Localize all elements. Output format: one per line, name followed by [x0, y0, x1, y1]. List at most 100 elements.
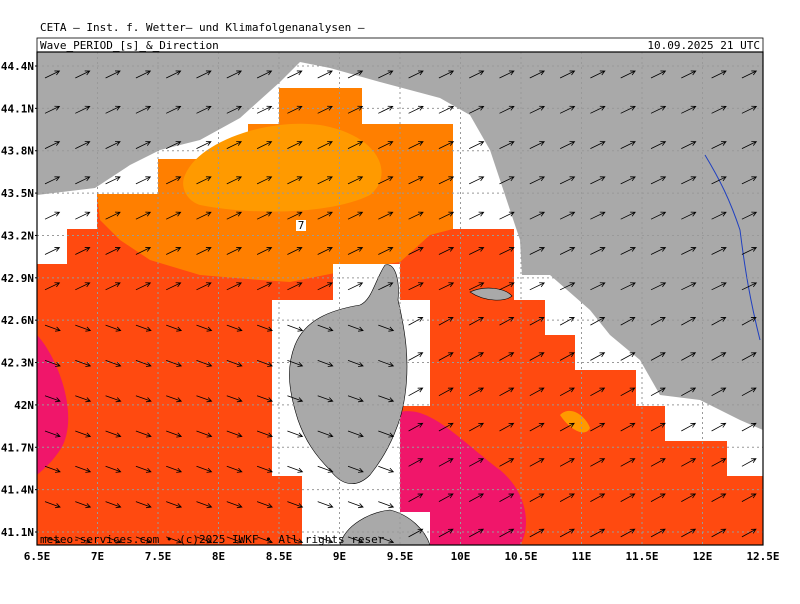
direction-arrow — [105, 324, 122, 332]
direction-arrow — [287, 247, 303, 255]
lon-label: 9.5E — [387, 550, 414, 563]
direction-arrow — [135, 211, 152, 220]
direction-arrow — [499, 422, 515, 432]
direction-arrow — [681, 528, 697, 538]
direction-arrow — [408, 282, 424, 291]
direction-arrow — [75, 536, 92, 544]
direction-arrow — [287, 430, 304, 438]
direction-arrows — [44, 70, 758, 544]
direction-arrow — [256, 430, 273, 438]
direction-arrow — [287, 211, 303, 220]
direction-arrow — [711, 387, 727, 397]
direction-arrow — [438, 141, 455, 149]
direction-arrow — [256, 70, 273, 79]
direction-arrow — [408, 317, 424, 326]
direction-arrow — [75, 211, 91, 220]
direction-arrow — [529, 458, 545, 467]
direction-arrow — [105, 395, 122, 403]
direction-arrow — [469, 528, 485, 538]
direction-arrow — [620, 422, 636, 432]
direction-arrow — [438, 247, 455, 255]
direction-arrow — [650, 70, 667, 79]
direction-arrow — [711, 458, 727, 467]
direction-arrow — [347, 176, 364, 185]
direction-arrow — [226, 70, 243, 79]
direction-arrow — [378, 105, 394, 114]
direction-arrow — [347, 536, 364, 544]
direction-arrow — [196, 105, 212, 114]
direction-arrow — [499, 458, 515, 467]
direction-arrow — [741, 317, 757, 326]
direction-arrow — [711, 493, 727, 502]
corsica — [289, 264, 408, 485]
direction-arrow — [408, 211, 424, 220]
direction-arrow — [196, 536, 213, 544]
direction-arrow — [287, 501, 304, 509]
direction-arrow — [741, 105, 758, 114]
direction-arrow — [256, 360, 273, 367]
direction-arrow — [620, 247, 636, 255]
direction-arrow — [650, 458, 666, 467]
direction-arrow — [438, 211, 455, 220]
direction-arrow — [105, 282, 121, 291]
direction-arrow — [650, 352, 666, 361]
direction-arrow — [711, 211, 727, 220]
direction-arrow — [741, 493, 757, 502]
direction-arrow — [105, 211, 121, 220]
direction-arrow — [529, 493, 545, 502]
direction-arrow — [499, 176, 515, 185]
direction-arrow — [741, 211, 758, 220]
lat-label: 44.4N — [1, 60, 34, 73]
direction-arrow — [256, 465, 273, 473]
direction-arrow — [408, 176, 424, 185]
direction-arrow — [408, 387, 424, 397]
direction-arrow — [620, 105, 636, 114]
direction-arrow — [559, 422, 575, 432]
direction-arrow — [408, 247, 424, 255]
direction-arrow — [499, 317, 515, 326]
direction-arrow — [287, 105, 303, 114]
direction-arrow — [499, 493, 515, 502]
direction-arrow — [256, 141, 273, 149]
direction-arrow — [317, 536, 334, 544]
direction-arrow — [256, 501, 273, 509]
direction-arrow — [681, 317, 697, 326]
direction-arrow — [135, 105, 152, 114]
direction-arrow — [256, 536, 273, 544]
direction-arrow — [711, 70, 727, 79]
direction-arrow — [317, 211, 333, 220]
direction-arrow — [650, 387, 666, 397]
lon-label: 8.5E — [266, 550, 293, 563]
lat-label: 41.7N — [1, 441, 34, 454]
direction-arrow — [105, 501, 122, 509]
direction-arrow — [44, 324, 61, 332]
direction-arrow — [620, 387, 636, 397]
direction-arrow — [105, 247, 121, 255]
direction-arrow — [650, 422, 666, 432]
direction-arrow — [559, 528, 575, 538]
direction-arrow — [529, 141, 546, 149]
direction-arrow — [75, 360, 92, 367]
direction-arrow — [590, 422, 606, 432]
direction-arrow — [499, 352, 515, 361]
direction-arrow — [529, 528, 545, 538]
period-field-low — [400, 411, 526, 545]
direction-arrow — [378, 176, 394, 185]
title: Wave_PERIOD_[s]_&_Direction — [40, 39, 219, 52]
direction-arrow — [741, 528, 757, 538]
direction-arrow — [226, 395, 243, 403]
direction-arrow — [44, 360, 61, 367]
direction-arrow — [408, 493, 424, 502]
direction-arrow — [650, 211, 667, 220]
direction-arrow — [469, 141, 485, 149]
lon-label: 10E — [451, 550, 471, 563]
direction-arrow — [438, 387, 454, 397]
direction-arrow — [317, 324, 334, 332]
direction-arrow — [256, 324, 273, 332]
direction-arrow — [469, 70, 485, 79]
direction-arrow — [711, 352, 727, 361]
direction-arrow — [347, 430, 364, 438]
direction-arrow — [105, 141, 121, 149]
lon-label: 10.5E — [504, 550, 537, 563]
